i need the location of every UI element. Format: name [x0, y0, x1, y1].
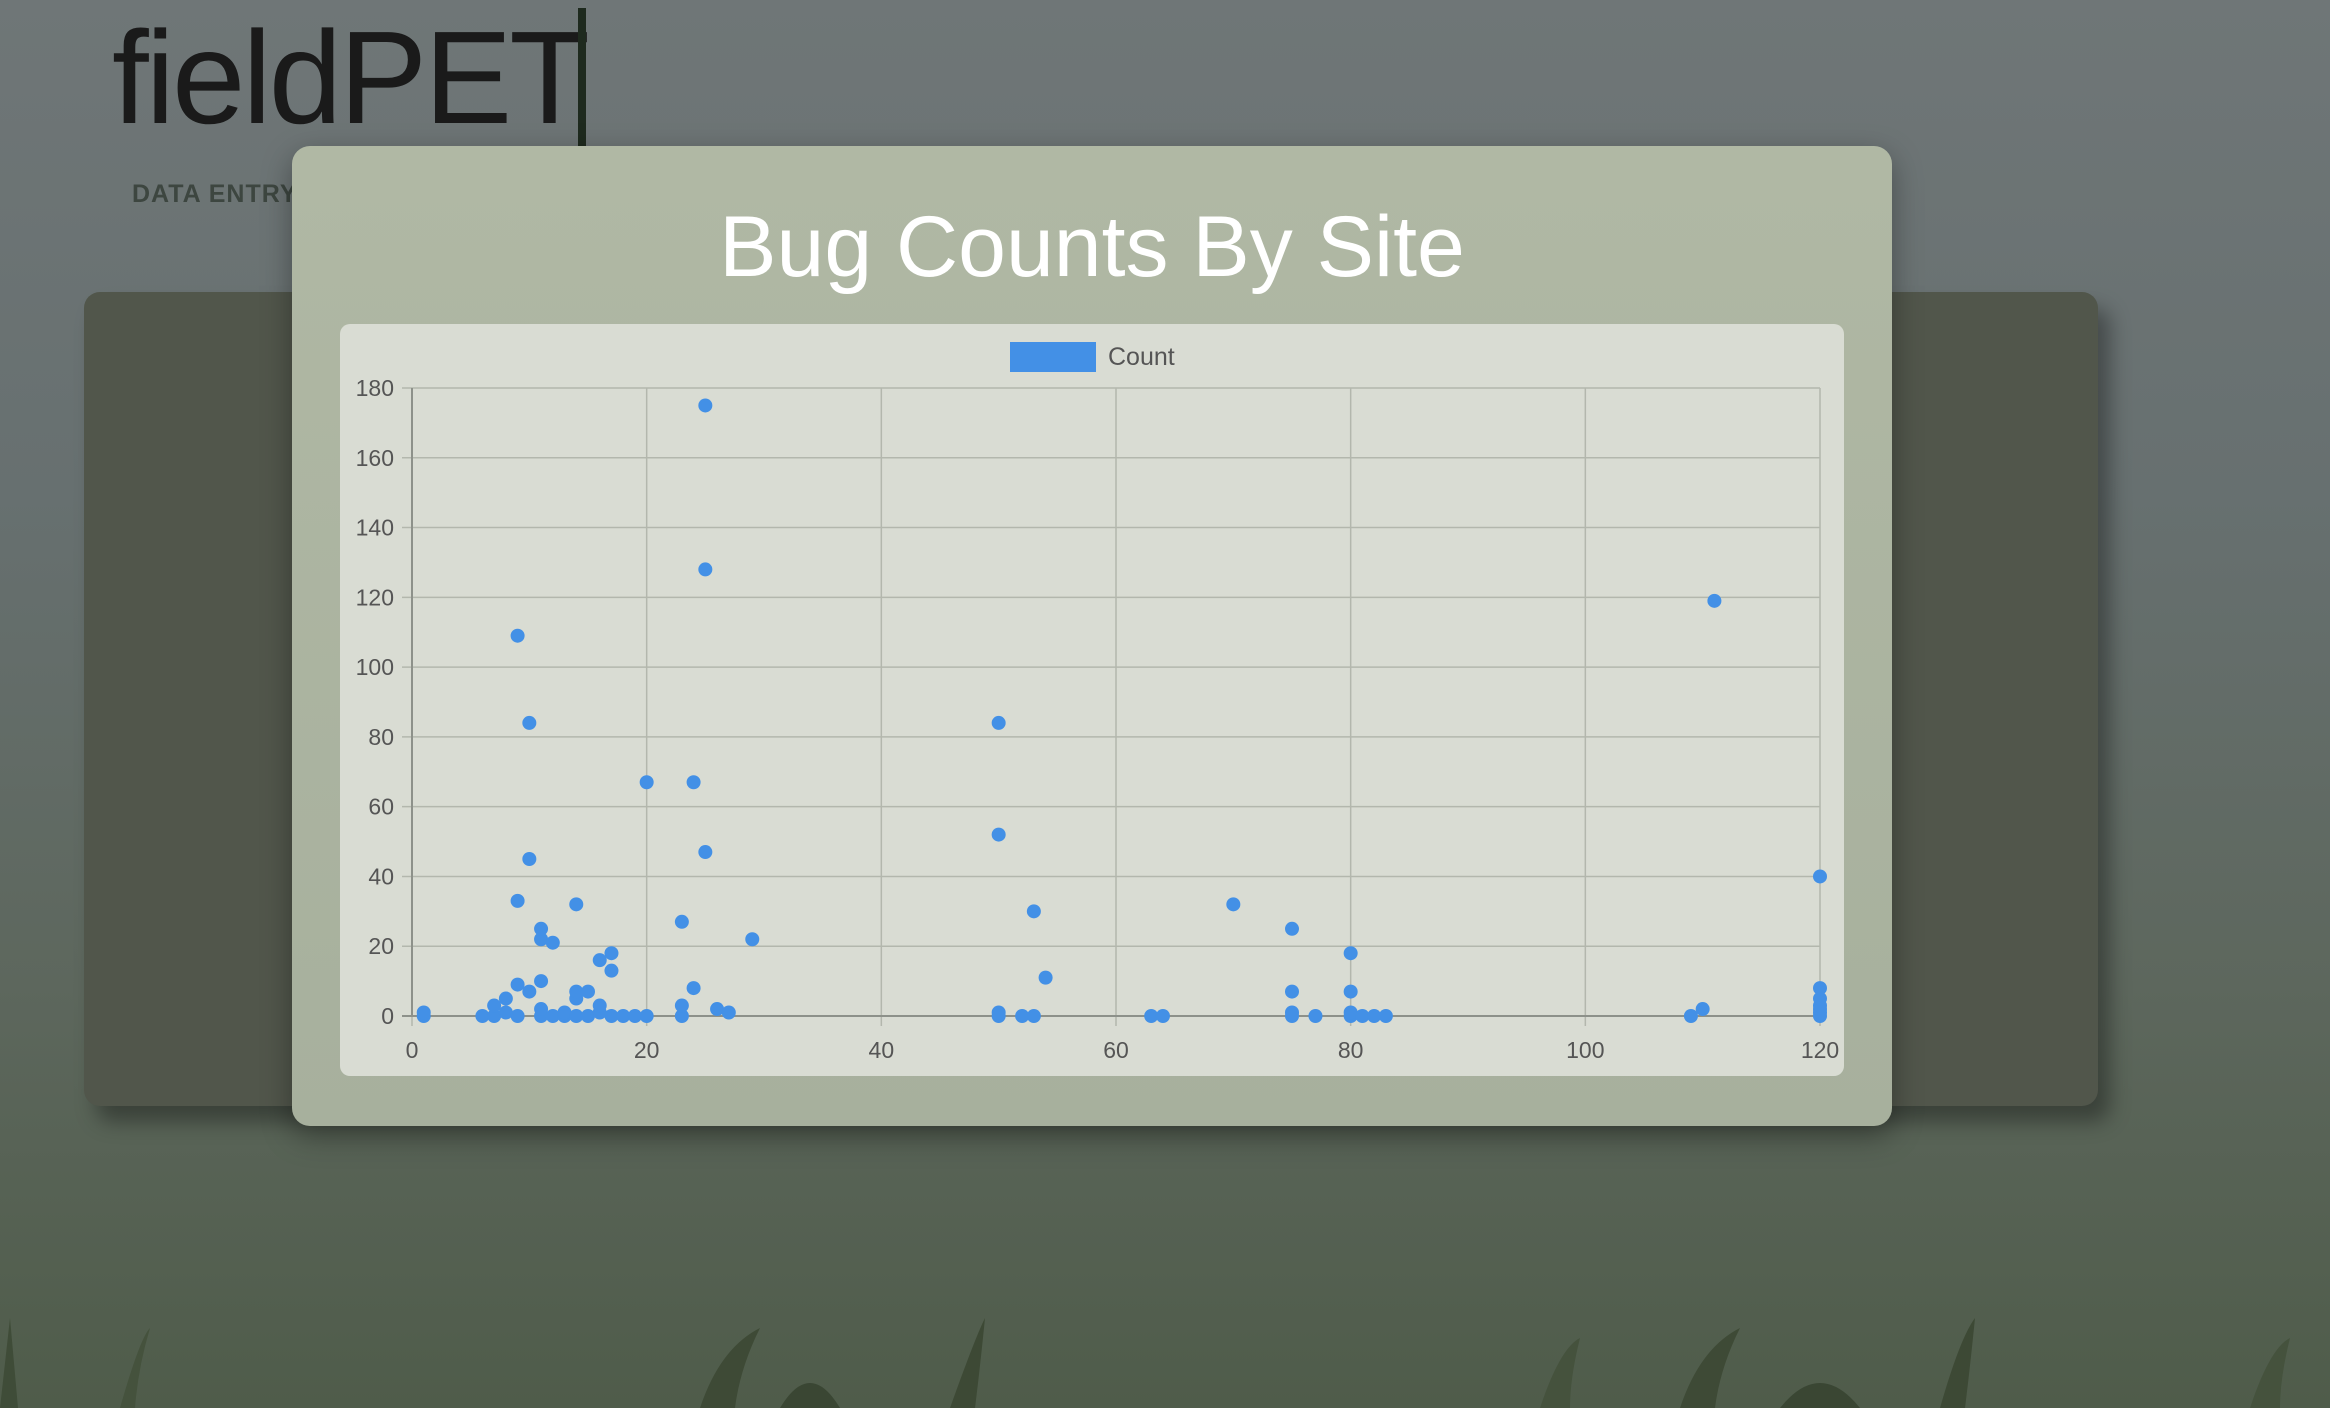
data-point [581, 1009, 595, 1023]
data-point [475, 1009, 490, 1023]
data-point [721, 1005, 736, 1020]
data-point [1026, 1009, 1041, 1023]
data-point [1285, 921, 1299, 936]
data-point [616, 1009, 631, 1023]
data-point [604, 1009, 619, 1023]
x-tick-label: 0 [406, 1037, 419, 1063]
data-point [498, 1005, 513, 1020]
data-point [639, 1009, 654, 1023]
data-point [1355, 1009, 1370, 1023]
data-point [991, 827, 1006, 842]
data-point [698, 562, 713, 577]
data-point [1285, 1005, 1299, 1020]
data-point [1155, 1009, 1170, 1023]
data-point [674, 914, 689, 929]
x-tick-label: 120 [1801, 1037, 1839, 1063]
data-point [991, 1005, 1006, 1020]
y-tick-label: 180 [356, 375, 394, 401]
data-point [674, 998, 689, 1013]
data-point [534, 974, 549, 989]
data-point [604, 963, 619, 978]
data-point [604, 946, 619, 961]
x-tick-label: 60 [1103, 1037, 1129, 1063]
data-point [745, 932, 760, 947]
y-tick-label: 20 [368, 933, 394, 959]
x-tick-label: 100 [1566, 1037, 1604, 1063]
data-point [569, 984, 584, 999]
data-point [534, 932, 549, 947]
y-tick-label: 160 [356, 445, 394, 471]
data-point [487, 998, 502, 1013]
data-point [1813, 869, 1827, 884]
data-point [1367, 1009, 1382, 1023]
data-point [569, 1009, 584, 1023]
data-point [522, 852, 537, 866]
data-point [569, 897, 584, 912]
data-point [1226, 897, 1241, 912]
legend-label: Count [1108, 343, 1175, 371]
data-point [510, 977, 525, 992]
y-tick-label: 100 [356, 654, 394, 680]
data-point [1695, 1002, 1710, 1017]
app-logo[interactable]: fieldPET [112, 4, 590, 151]
data-point [1683, 1009, 1698, 1023]
data-point [674, 1009, 689, 1023]
chart-card: 0 20 40 60 80 100 120 0 20 40 60 80 100 120 140 160 180 C… [340, 324, 1844, 1076]
x-tick-label: 80 [1338, 1037, 1364, 1063]
data-point [510, 893, 525, 908]
data-point [1026, 904, 1041, 919]
data-point [534, 1002, 549, 1017]
y-tick-label: 0 [381, 1003, 394, 1029]
data-point [686, 981, 701, 996]
data-point [592, 998, 607, 1013]
legend-swatch [1010, 342, 1096, 372]
data-point [1144, 1009, 1159, 1023]
data-point [416, 1005, 431, 1020]
data-point [1015, 1009, 1030, 1023]
chart-modal: Bug Counts By Site 0 20 40 60 80 100 120 0 20 40 6… [292, 146, 1892, 1126]
data-point [698, 398, 713, 413]
data-point [545, 1009, 560, 1023]
y-tick-label: 40 [368, 863, 394, 889]
y-tick-label: 80 [368, 724, 394, 750]
data-point [1343, 946, 1358, 961]
x-tick-label: 20 [634, 1037, 660, 1063]
data-point [522, 984, 537, 999]
data-point [557, 1005, 572, 1020]
data-point [498, 991, 513, 1006]
data-point [1343, 1005, 1358, 1020]
data-point [1378, 1009, 1393, 1023]
grass-decoration [0, 1318, 2290, 1408]
data-point [487, 1009, 502, 1023]
data-point [534, 921, 549, 936]
data-point [592, 953, 607, 968]
scatter-chart: 0 20 40 60 80 100 120 0 20 40 60 80 100 120 140 160 180 C… [356, 342, 1839, 1063]
data-point [1813, 981, 1827, 996]
data-point [686, 775, 701, 790]
data-point [1038, 970, 1053, 985]
data-point [1813, 991, 1827, 1006]
data-point [1308, 1009, 1323, 1023]
x-tick-label: 40 [869, 1037, 895, 1063]
data-point [698, 845, 713, 860]
data-point [627, 1009, 642, 1023]
header-divider [578, 8, 586, 148]
data-point [710, 1002, 725, 1017]
data-point [510, 1009, 525, 1023]
data-point [522, 715, 537, 730]
data-point [639, 775, 654, 790]
y-tick-label: 120 [356, 584, 394, 610]
data-point [1343, 984, 1358, 999]
data-point [991, 715, 1006, 730]
modal-title: Bug Counts By Site [719, 199, 1465, 295]
data-point [1707, 593, 1722, 608]
data-point [545, 935, 560, 950]
y-tick-label: 60 [368, 794, 394, 820]
nav-data-entry[interactable]: DATA ENTRY [132, 180, 298, 208]
data-point [1285, 984, 1299, 999]
y-tick-label: 140 [356, 515, 394, 541]
data-point [581, 984, 595, 999]
data-point [510, 628, 525, 643]
